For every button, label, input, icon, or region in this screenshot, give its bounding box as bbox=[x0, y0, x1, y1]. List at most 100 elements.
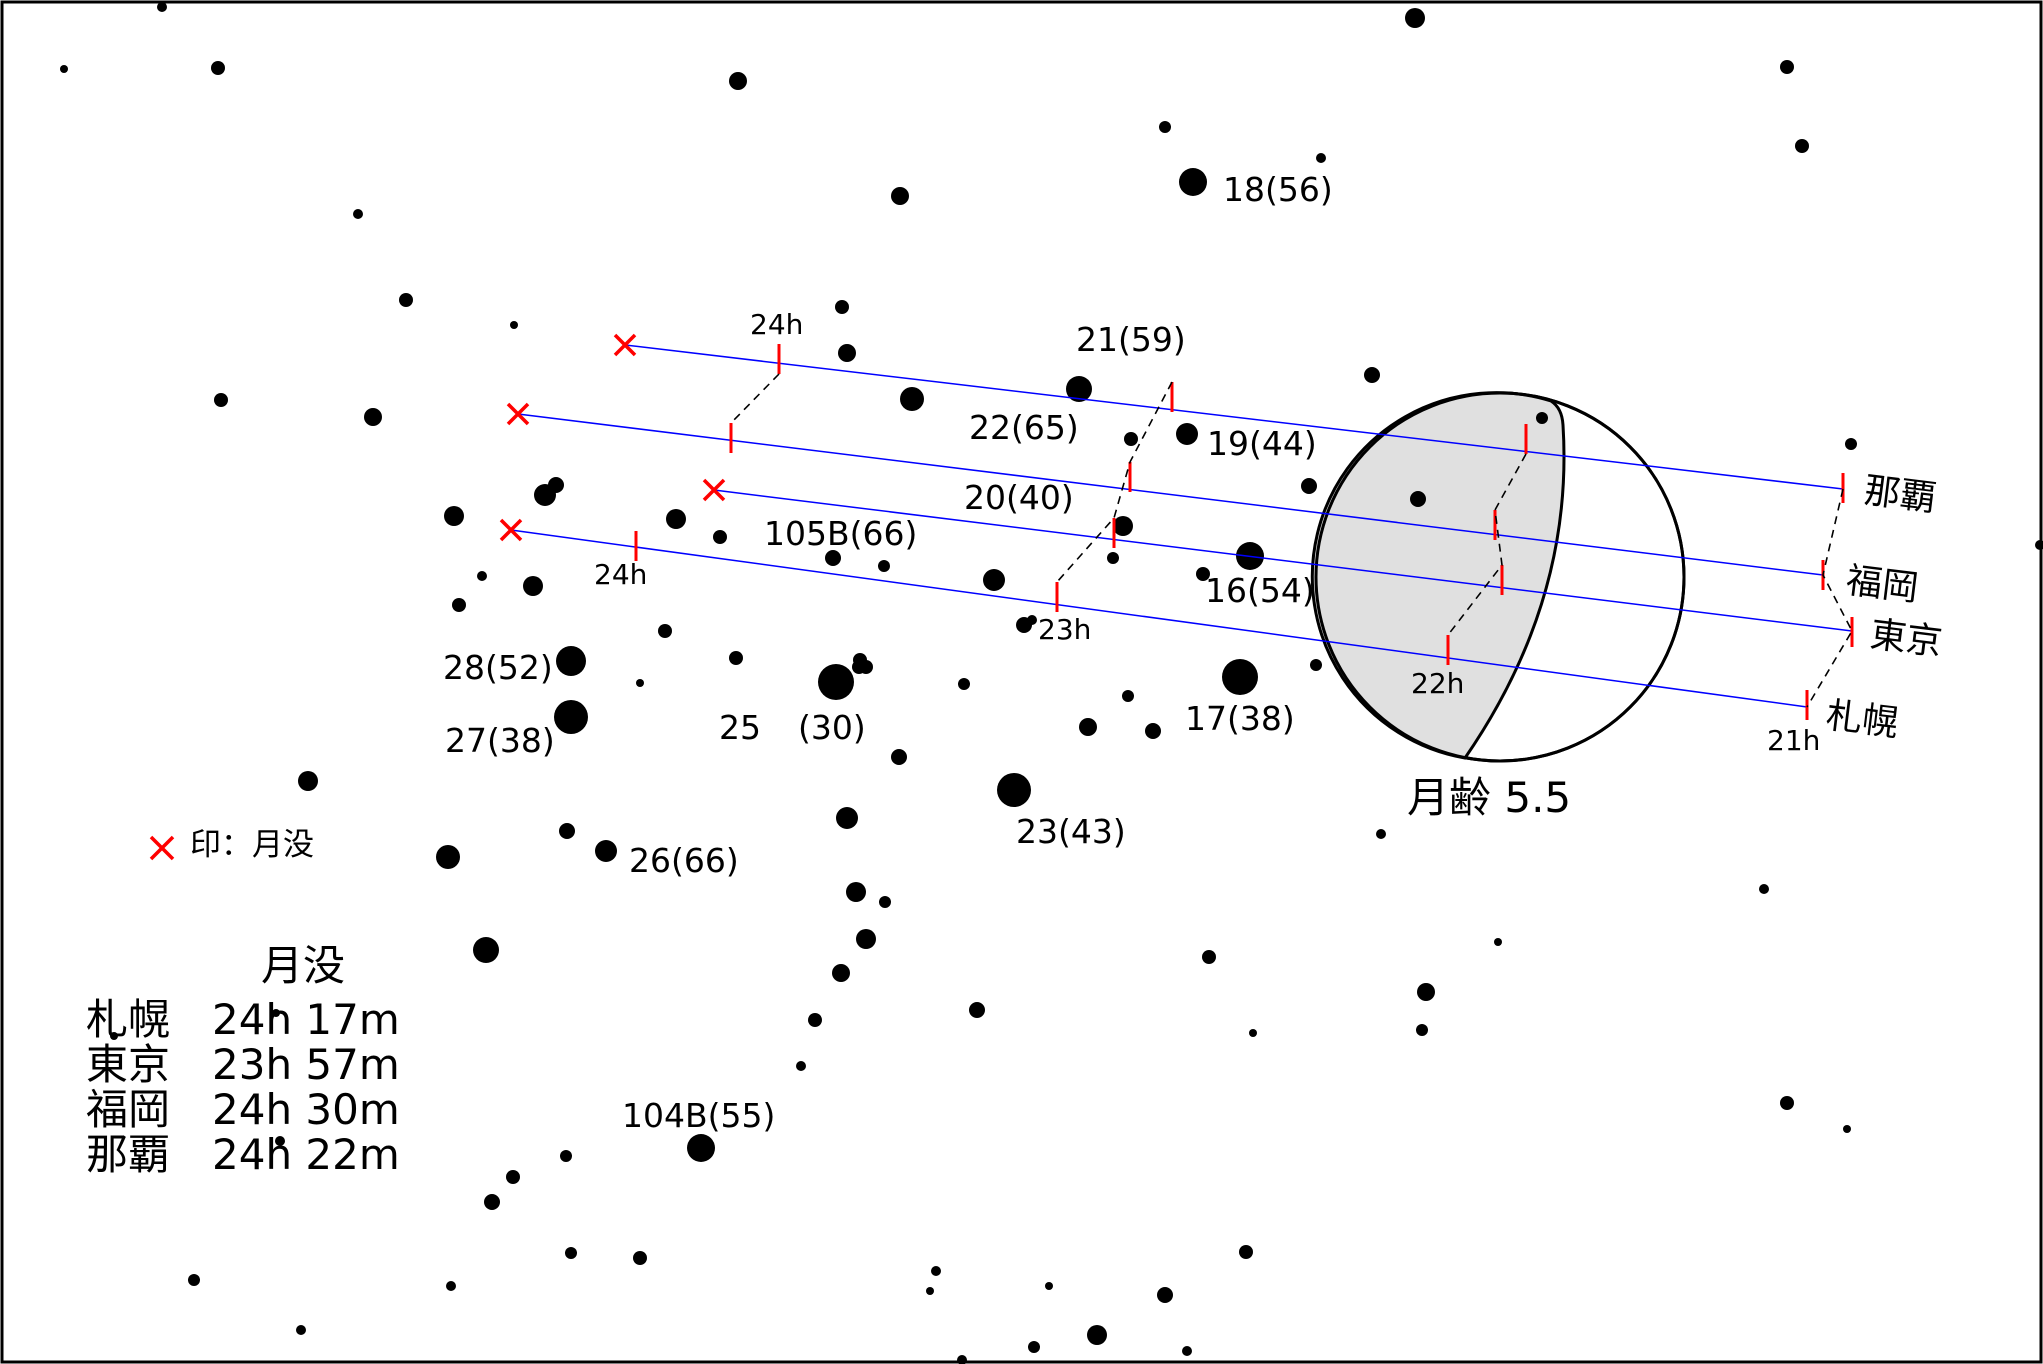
star bbox=[2035, 540, 2043, 550]
star bbox=[1759, 884, 1769, 894]
star bbox=[1376, 829, 1386, 839]
star bbox=[900, 387, 924, 411]
star bbox=[484, 1194, 500, 1210]
star bbox=[931, 1266, 941, 1276]
star bbox=[808, 1013, 822, 1027]
hour-label: 21h bbox=[1767, 724, 1820, 757]
table-time: 23h 57m bbox=[212, 1040, 400, 1089]
star bbox=[1364, 367, 1380, 383]
star bbox=[1113, 516, 1133, 536]
star bbox=[879, 896, 891, 908]
moon-disk-outline bbox=[1314, 391, 1686, 763]
star bbox=[1124, 432, 1138, 446]
star bbox=[852, 660, 866, 674]
track-naha bbox=[624, 344, 1844, 490]
star bbox=[211, 61, 225, 75]
star bbox=[473, 937, 499, 963]
star bbox=[1405, 8, 1425, 28]
star bbox=[1145, 723, 1161, 739]
table-title: 月没 bbox=[261, 941, 345, 990]
star bbox=[1087, 1325, 1107, 1345]
star bbox=[1045, 1282, 1053, 1290]
star bbox=[926, 1287, 934, 1295]
star bbox=[997, 773, 1031, 807]
star-label: 18(56) bbox=[1223, 170, 1333, 209]
star-label: (30) bbox=[798, 708, 866, 747]
star bbox=[188, 1274, 200, 1286]
star-label: 23(43) bbox=[1016, 812, 1126, 851]
star bbox=[836, 807, 858, 829]
connector-22h bbox=[1447, 453, 1527, 636]
star bbox=[1843, 1125, 1851, 1133]
moon-dark-side bbox=[1310, 391, 1566, 760]
hour-label: 22h bbox=[1411, 667, 1464, 700]
star-label: 105B(66) bbox=[764, 514, 917, 553]
star bbox=[275, 1136, 285, 1146]
star bbox=[825, 550, 841, 566]
star bbox=[272, 1009, 280, 1017]
moonset-table: 月没 札幌 24h 17m 東京 23h 57m 福岡 24h 30m 那覇 2… bbox=[86, 941, 400, 1179]
moonset-x-icon bbox=[613, 333, 637, 357]
star bbox=[633, 1251, 647, 1265]
hour-label: 24h bbox=[594, 558, 647, 591]
hour-label: 24h bbox=[750, 308, 803, 341]
table-city: 福岡 bbox=[86, 1085, 170, 1134]
hour-label: 23h bbox=[1038, 613, 1091, 646]
star bbox=[1494, 938, 1502, 946]
star bbox=[796, 1061, 806, 1071]
moon-age-label: 月齢 5.5 bbox=[1407, 773, 1571, 822]
star bbox=[856, 929, 876, 949]
star bbox=[565, 1247, 577, 1259]
legend-text: 印：月没 bbox=[190, 827, 314, 863]
star bbox=[818, 664, 854, 700]
star bbox=[446, 1281, 456, 1291]
star bbox=[891, 749, 907, 765]
star bbox=[1417, 983, 1435, 1001]
star bbox=[846, 882, 866, 902]
table-time: 24h 22m bbox=[212, 1130, 400, 1179]
star bbox=[729, 72, 747, 90]
star bbox=[1301, 478, 1317, 494]
star bbox=[1196, 567, 1210, 581]
star bbox=[891, 187, 909, 205]
star-label: 28(52) bbox=[443, 648, 553, 687]
star bbox=[983, 569, 1005, 591]
star-field bbox=[60, 2, 2043, 1364]
star-labels: 18(56) 21(59) 22(65) 19(44) 20(40) 105B(… bbox=[443, 170, 1333, 1135]
star bbox=[364, 408, 382, 426]
star bbox=[713, 530, 727, 544]
star bbox=[399, 293, 413, 307]
star bbox=[835, 300, 849, 314]
moonset-x-icon bbox=[499, 518, 523, 542]
legend-x-icon bbox=[149, 835, 175, 861]
occultation-tracks bbox=[510, 344, 1853, 708]
star bbox=[110, 1032, 118, 1040]
star bbox=[60, 65, 68, 73]
city-labels: 那覇 福岡 東京 札幌 bbox=[1824, 470, 1944, 744]
star bbox=[1066, 376, 1092, 402]
star bbox=[1179, 168, 1207, 196]
hour-connectors bbox=[730, 373, 1853, 708]
star bbox=[729, 651, 743, 665]
legend: 印：月没 bbox=[149, 827, 314, 863]
star bbox=[1027, 615, 1037, 625]
star bbox=[1780, 60, 1794, 74]
connector-24h bbox=[730, 373, 780, 424]
city-label-naha: 那覇 bbox=[1862, 470, 1938, 519]
star bbox=[878, 560, 890, 572]
connector-23h bbox=[1056, 381, 1173, 583]
star bbox=[452, 598, 466, 612]
city-label-sapporo: 札幌 bbox=[1824, 695, 1900, 744]
star bbox=[1239, 1245, 1253, 1259]
star bbox=[353, 209, 363, 219]
star bbox=[1028, 1341, 1040, 1353]
table-city: 那覇 bbox=[86, 1130, 170, 1179]
star bbox=[1780, 1096, 1794, 1110]
moonset-x-icon bbox=[702, 478, 726, 502]
star bbox=[1316, 153, 1326, 163]
city-label-fukuoka: 福岡 bbox=[1844, 560, 1920, 609]
table-city: 札幌 bbox=[86, 995, 170, 1044]
star bbox=[1845, 438, 1857, 450]
star bbox=[1122, 690, 1134, 702]
table-time: 24h 17m bbox=[212, 995, 400, 1044]
